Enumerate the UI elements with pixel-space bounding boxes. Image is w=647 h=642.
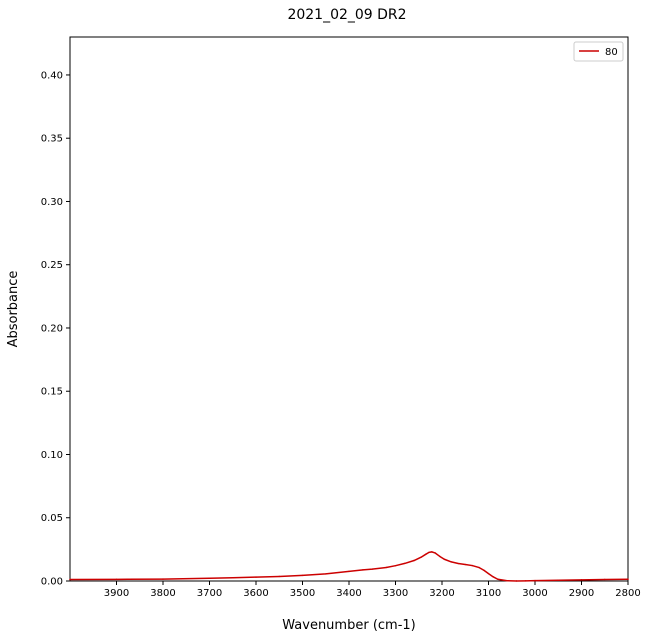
legend-label-80: 80 — [605, 47, 618, 58]
x-tick-label: 3900 — [104, 588, 129, 599]
series-point — [115, 578, 118, 581]
series-point — [232, 577, 234, 579]
series-point — [404, 562, 406, 565]
series-point — [627, 578, 629, 580]
plot-frame — [69, 36, 629, 582]
y-tick-label: 0.30 — [41, 197, 63, 208]
x-axis-ticks: 3900 3800 3700 3600 3500 3400 3300 3200 3100 3000… — [104, 581, 641, 599]
series-point — [443, 558, 446, 560]
series-point — [525, 580, 527, 582]
series-point — [69, 578, 71, 581]
x-tick-label: 3700 — [197, 588, 222, 599]
y-tick-label: 0.05 — [41, 513, 63, 524]
y-tick-label: 0.35 — [41, 134, 63, 145]
x-tick-label: 3100 — [476, 588, 501, 599]
y-tick-label: 0.15 — [41, 387, 63, 398]
y-tick-label: 0.25 — [41, 260, 63, 271]
x-tick-label: 3400 — [336, 588, 361, 599]
x-tick-label: 2900 — [569, 588, 594, 599]
x-tick-label: 3500 — [290, 588, 315, 599]
chart-title: 2021_02_09 DR2 — [287, 7, 406, 23]
y-tick-label: 0.40 — [41, 70, 63, 81]
series-point — [492, 576, 494, 578]
series-point — [497, 578, 499, 580]
series-point — [362, 569, 364, 571]
series-point — [604, 578, 606, 581]
series-point — [557, 579, 559, 581]
x-tick-label: 3200 — [429, 588, 454, 599]
series-point — [580, 579, 583, 581]
series-point — [413, 559, 415, 562]
plot-area — [69, 36, 629, 582]
series-point — [478, 566, 480, 569]
series-point — [483, 569, 485, 571]
series-point — [348, 570, 350, 573]
series-point — [278, 575, 280, 578]
series-point — [428, 551, 430, 554]
series-point — [515, 580, 518, 582]
series-point — [371, 568, 373, 570]
x-axis-label: Wavenumber (cm-1) — [282, 618, 415, 633]
series-point — [450, 561, 452, 563]
y-axis-ticks: 0.00 0.05 0.10 0.15 0.20 0.25 0.30 0.35 0.40 — [41, 70, 70, 588]
y-tick-label: 0.20 — [41, 323, 63, 334]
series-point — [255, 576, 257, 578]
series-group — [69, 551, 629, 582]
x-tick-label: 3300 — [383, 588, 408, 599]
x-tick-label: 3600 — [243, 588, 268, 599]
series-point — [431, 551, 433, 553]
series-line-80 — [69, 551, 629, 582]
series-point — [325, 573, 327, 575]
series-point — [162, 578, 164, 580]
series-point — [464, 563, 466, 566]
y-tick-label: 0.10 — [41, 450, 63, 461]
y-axis-label: Absorbance — [6, 271, 21, 348]
y-tick-label: 0.00 — [41, 577, 63, 588]
series-point — [420, 556, 422, 558]
series-point — [425, 553, 427, 556]
series-point — [471, 564, 473, 567]
series-point — [457, 562, 459, 565]
series-point — [487, 572, 490, 575]
x-tick-label: 3800 — [150, 588, 175, 599]
series-point — [385, 566, 387, 569]
series-point — [534, 579, 536, 582]
x-tick-label: 3000 — [522, 588, 547, 599]
series-point — [394, 564, 397, 567]
series-point — [301, 574, 304, 577]
series-point — [434, 552, 436, 554]
series-point — [208, 577, 211, 579]
series-point — [438, 555, 441, 558]
x-tick-label: 2800 — [615, 588, 640, 599]
series-point — [506, 580, 508, 582]
legend: 80 — [573, 41, 624, 62]
